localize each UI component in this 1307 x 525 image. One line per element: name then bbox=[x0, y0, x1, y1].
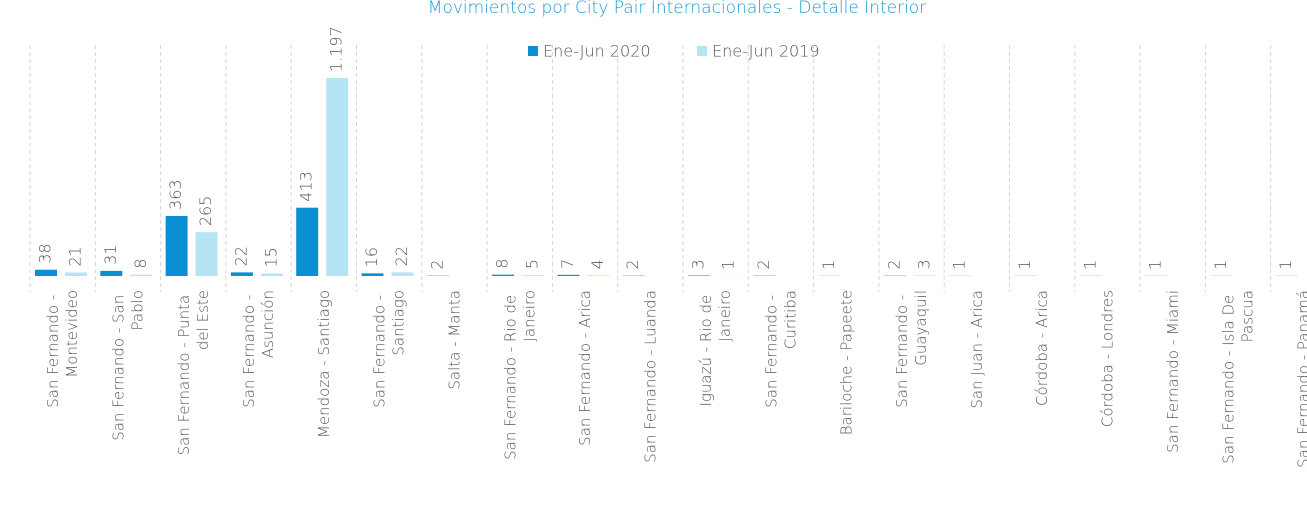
bar bbox=[296, 207, 319, 276]
x-tick-label: San Fernando - Isla De Pascua bbox=[1219, 290, 1256, 464]
value-label: 1 bbox=[719, 260, 738, 270]
value-label: 22 bbox=[231, 246, 250, 266]
legend-swatch bbox=[697, 46, 707, 56]
x-tick-label: San Fernando - Luanda bbox=[641, 290, 659, 463]
value-label: 22 bbox=[392, 246, 411, 266]
value-label: 413 bbox=[297, 171, 316, 202]
x-tick-label: San Fernando - Rio de Janeiro bbox=[501, 290, 538, 460]
x-tick-label: Iguazú - Rio de Janeiro bbox=[697, 290, 734, 407]
x-tick-label: Salta - Manta bbox=[445, 290, 463, 390]
bar bbox=[195, 232, 218, 276]
bar bbox=[65, 272, 87, 276]
value-label: 363 bbox=[166, 179, 185, 210]
value-label: 1.197 bbox=[327, 26, 346, 72]
value-label: 2 bbox=[754, 259, 773, 269]
bar bbox=[35, 269, 57, 276]
value-label: 4 bbox=[588, 259, 607, 269]
value-label: 1 bbox=[1211, 260, 1230, 270]
value-label: 21 bbox=[66, 246, 85, 266]
value-label: 16 bbox=[362, 247, 381, 267]
legend-label: Ene-Jun 2020 bbox=[543, 42, 651, 61]
value-label: 15 bbox=[261, 247, 280, 267]
value-label: 3 bbox=[914, 259, 933, 269]
value-label: 8 bbox=[131, 258, 150, 268]
value-label: 1 bbox=[1080, 260, 1099, 270]
value-label: 1 bbox=[819, 260, 838, 270]
value-label: 2 bbox=[623, 259, 642, 269]
value-label: 8 bbox=[493, 258, 512, 268]
x-tick-label: San Fernando - Panamá bbox=[1294, 290, 1307, 468]
x-tick-label: Mendoza - Santiago bbox=[314, 290, 332, 438]
bar bbox=[100, 270, 123, 276]
x-tick-label: San Fernando - Santiago bbox=[370, 290, 407, 408]
value-label: 1 bbox=[1015, 260, 1034, 270]
legend-swatch bbox=[528, 46, 538, 56]
chart-title: Movimientos por City Pair Internacionale… bbox=[428, 0, 926, 18]
value-label: 1 bbox=[1276, 260, 1295, 270]
value-label: 265 bbox=[196, 196, 215, 227]
x-tick-label: San Fernando - Curitiba bbox=[762, 290, 799, 408]
value-label: 3 bbox=[689, 259, 708, 269]
bar bbox=[260, 273, 283, 276]
bar bbox=[361, 273, 384, 276]
value-label: 31 bbox=[101, 245, 120, 265]
x-tick-label: Córdoba - Arica bbox=[1033, 290, 1051, 406]
value-label: 1 bbox=[1146, 260, 1165, 270]
value-label: 2 bbox=[427, 259, 446, 269]
x-tick-label: Bariloche - Papeete bbox=[837, 290, 855, 435]
x-tick-label: San Fernando - Montevideo bbox=[44, 290, 81, 408]
bar bbox=[230, 272, 253, 276]
x-tick-label: San Fernando - Miami bbox=[1163, 290, 1181, 453]
bar bbox=[326, 78, 349, 276]
bar bbox=[557, 274, 580, 276]
bar bbox=[165, 215, 188, 276]
legend-label: Ene-Jun 2019 bbox=[712, 42, 820, 61]
bar bbox=[492, 274, 515, 276]
bar bbox=[587, 275, 610, 276]
x-tick-label: San Fernando - Asunción bbox=[240, 290, 277, 408]
x-tick-label: San Fernando - Arica bbox=[576, 290, 594, 446]
value-label: 7 bbox=[558, 259, 577, 269]
value-label: 1 bbox=[950, 260, 969, 270]
bar bbox=[522, 275, 545, 276]
x-tick-label: Córdoba - Londres bbox=[1098, 290, 1116, 427]
value-label: 2 bbox=[884, 259, 903, 269]
x-tick-label: San Juan - Arica bbox=[967, 290, 985, 409]
value-label: 5 bbox=[523, 259, 542, 269]
bar bbox=[130, 274, 153, 276]
bar bbox=[391, 272, 414, 276]
x-tick-label: San Fernando - San Pablo bbox=[109, 290, 146, 441]
x-tick-label: San Fernando - Guayaquil bbox=[893, 290, 930, 408]
x-tick-label: San Fernando - Punta del Este bbox=[174, 290, 211, 455]
value-label: 38 bbox=[36, 243, 55, 263]
